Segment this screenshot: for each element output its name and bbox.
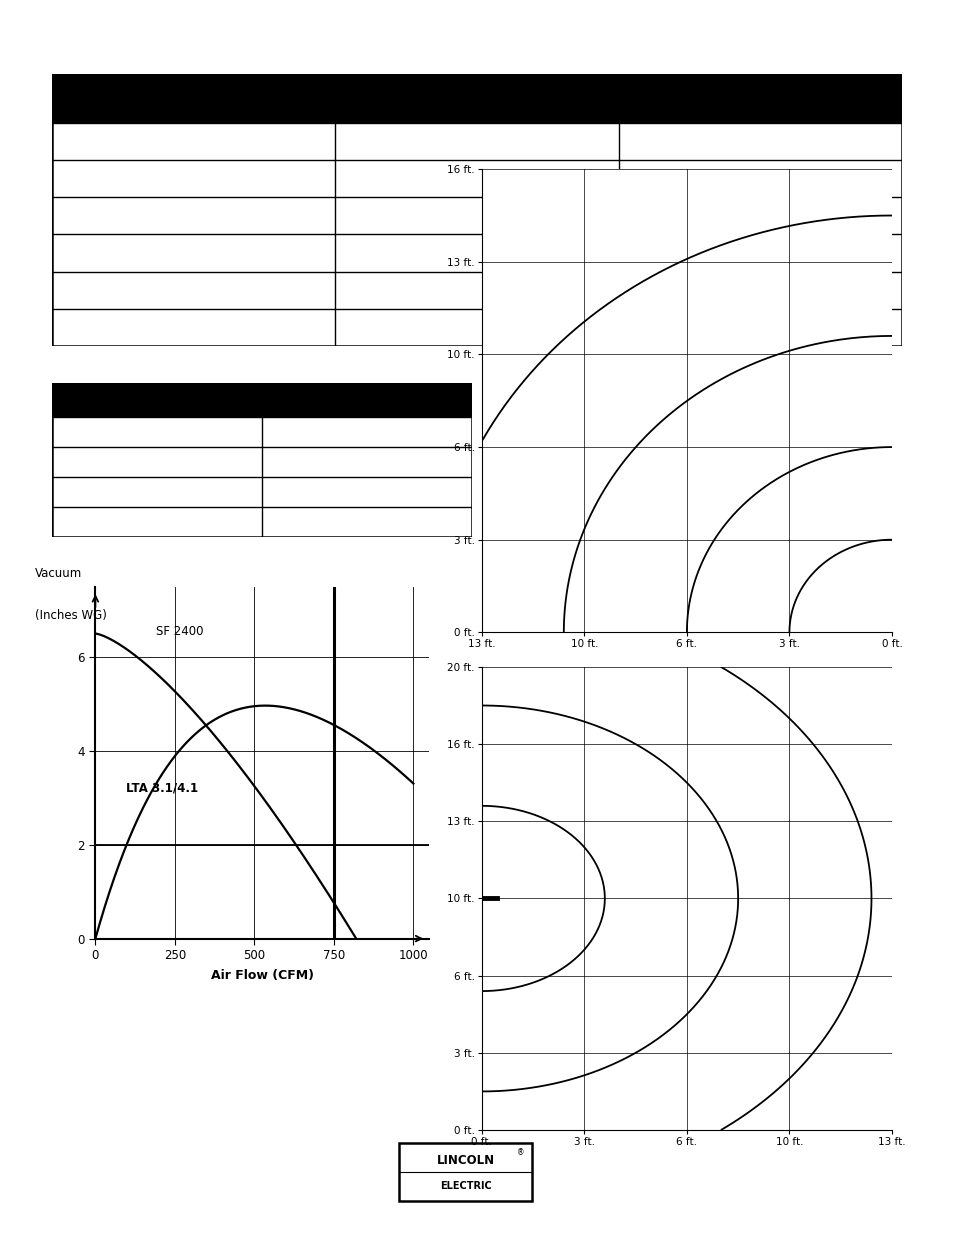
Bar [52,383,472,417]
Text: SF 2400: SF 2400 [155,625,203,637]
Bar [398,1144,532,1200]
Bar [52,74,901,124]
Text: ®: ® [517,1149,524,1157]
Text: (Inches WG): (Inches WG) [35,609,107,622]
Text: LTA 3.1/4.1: LTA 3.1/4.1 [126,782,197,795]
Text: LINCOLN: LINCOLN [436,1153,495,1167]
X-axis label: Air Flow (CFM): Air Flow (CFM) [211,969,314,982]
Text: Vacuum: Vacuum [35,567,83,579]
Text: ELECTRIC: ELECTRIC [439,1181,491,1191]
